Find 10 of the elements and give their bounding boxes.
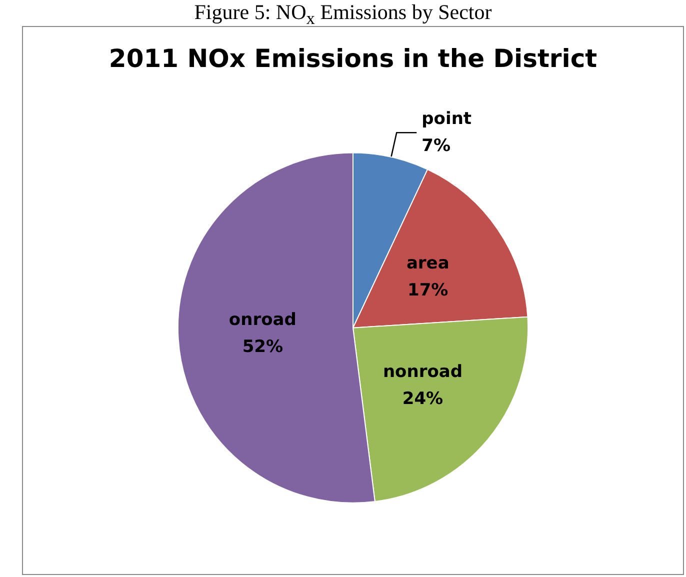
slice-label: point [422, 109, 472, 130]
caption: Figure 5: NO$_{x}$ Emissions by Sector [193, 0, 493, 30]
data-label: 52% [242, 337, 284, 358]
slice-label: area [406, 253, 450, 274]
chart-title: 2011 NOx Emissions in the District [108, 44, 598, 73]
slice-label: nonroad [382, 362, 463, 382]
data-label: 7% [422, 136, 451, 156]
data-label: 17% [408, 280, 448, 300]
data-label: 24% [402, 389, 444, 410]
slice-label: onroad [228, 310, 296, 330]
